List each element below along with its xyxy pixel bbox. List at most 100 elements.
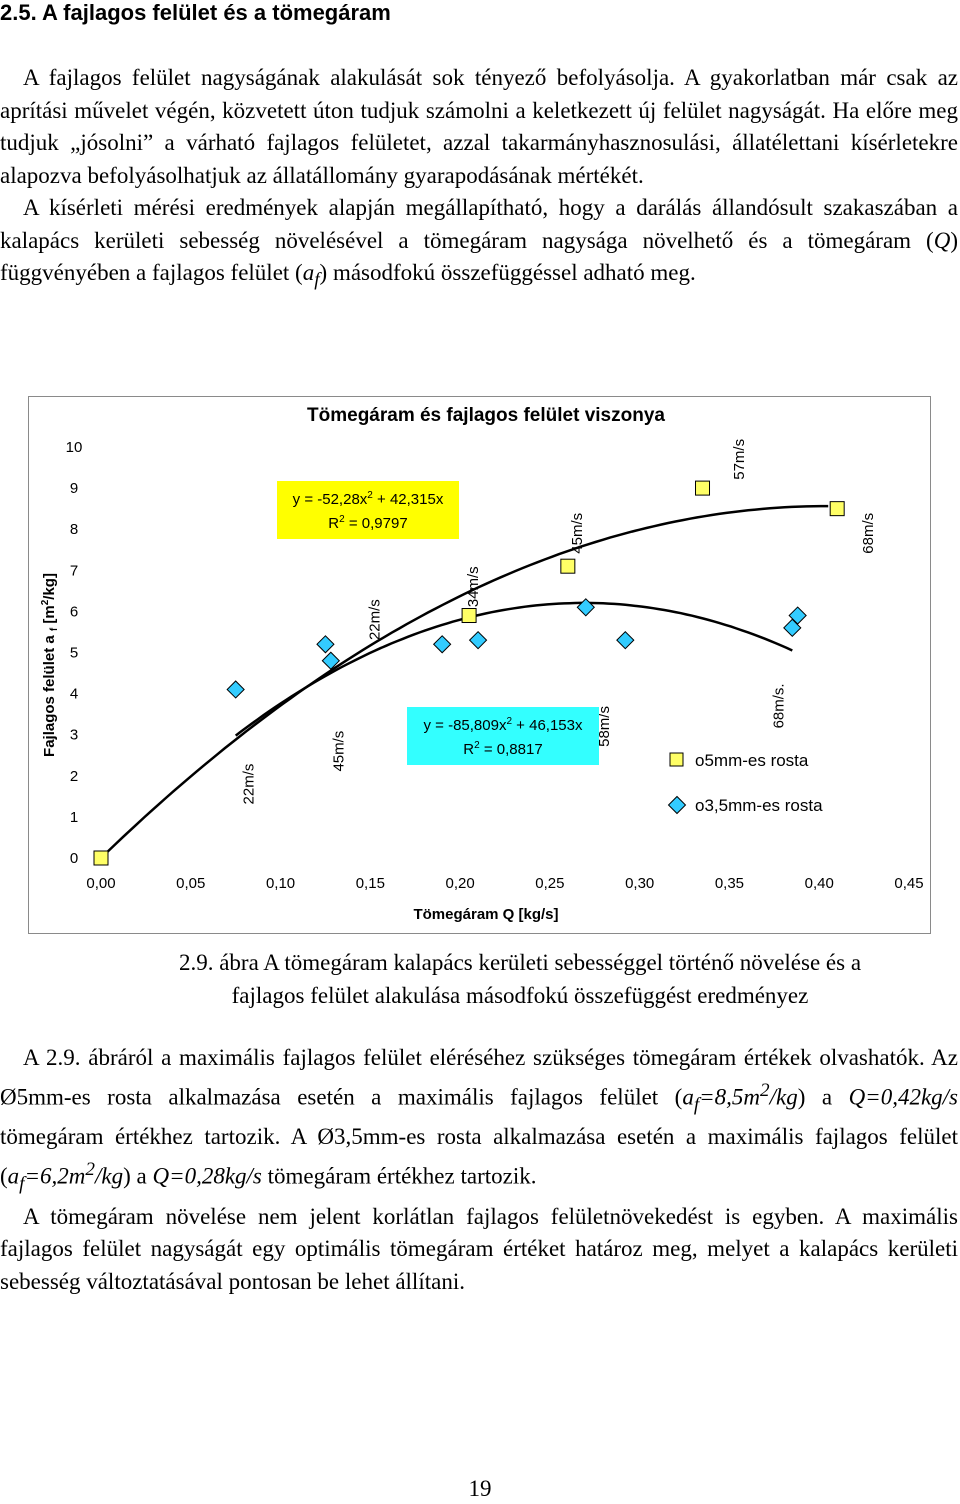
x-tick-label: 0,40 [805,875,834,892]
data-point-35mm [468,630,488,650]
af-symbol: a [302,260,315,285]
data-point-5mm [829,501,845,517]
y-label-unit: [m [41,605,58,628]
r2-35mm-sup: 2 [474,740,480,751]
figure-caption: 2.9. ábra A tömegáram kalapács kerületi … [100,946,940,1012]
speed-annotation: 58m/s [596,706,613,747]
eq-35mm-main: y = -85,809x [423,717,506,734]
fit-curve-5mm [100,504,829,859]
speed-annotation: 34m/s [465,566,482,607]
eq-35mm-rest: + 46,153x [512,717,583,734]
unit-per-kg: /kg [769,1084,798,1110]
intro-text: ) másodfokú összefüggéssel adható meg. [319,260,696,285]
speed-annotations: 22m/s 45m/s 22m/s 34m/s 45m/s 58m/s 57m/s 68m/s… [241,439,877,805]
af-symbol: a [7,1163,20,1189]
data-point-35mm [321,651,341,670]
intro-sentence-1: A fajlagos felület nagyságának alakulásá… [0,65,958,123]
y-tick-label: 1 [70,809,78,826]
y-tick-label: 0 [70,850,78,867]
y-tick-label: 6 [70,603,78,620]
x-tick-label: 0,20 [446,875,475,892]
legend-label-5mm: o5mm-es rosta [695,751,809,770]
r2-5mm-pre: R [328,515,339,532]
speed-annotation: 22m/s [366,599,383,640]
max-af-5mm: =8,5m [699,1084,761,1110]
af-subscript: f [314,269,320,291]
r2-35mm: R2 = 0,8817 [463,740,542,758]
intro-text: ) függvényében a fajlagos felület ( [0,227,958,286]
x-tick-label: 0,15 [356,875,385,892]
data-point-5mm [560,558,576,574]
section-heading: 2.5. A fajlagos felület és a tömegáram [0,0,391,25]
y-axis-label: Fajlagos felület a f [m2/kg] [40,573,60,757]
discussion-text: tömegáram értékhez tartozik. [261,1163,537,1189]
discussion-paragraph-1: A 2.9. ábráról a maximális fajlagos felü… [0,1042,958,1201]
x-tick-label: 0,25 [535,875,564,892]
r2-5mm-val: = 0,9797 [345,515,408,532]
equation-box-35mm-bg [407,707,599,765]
discussion-text: ) a [123,1163,153,1189]
max-af-35mm: =6,2m [24,1163,86,1189]
equation-5mm: y = -52,28x2 + 42,315x [293,490,444,508]
data-point-5mm [93,850,109,866]
y-label-main: Fajlagos felület a [41,631,58,757]
data-point-5mm [695,480,711,496]
eq-35mm-sup: 2 [506,716,512,727]
speed-annotation: 68m/s. [770,683,787,728]
axes: 0,00 0,05 0,10 0,15 0,20 0,25 0,30 0,35 0,40 0,45… [66,439,924,892]
x-axis-label: Tömegáram Q [kg/s] [413,906,558,923]
page-number: 19 [468,1476,492,1501]
fit-curves [100,504,829,859]
discussion-paragraphs: A 2.9. ábráról a maximális fajlagos felü… [0,1042,958,1298]
af-subscript: f [19,1173,25,1194]
equation-box-5mm-bg [277,481,459,539]
x-tick-label: 0,00 [86,875,115,892]
x-tick-label: 0,45 [894,875,923,892]
speed-annotation: 22m/s [241,764,258,805]
legend-marker-35mm [667,795,687,815]
y-label-sub: f [49,627,60,631]
y-tick-label: 10 [66,439,83,456]
speed-annotation: 45m/s [330,731,347,772]
legend-bg [669,733,901,833]
speed-annotation: 68m/s [860,513,877,554]
discussion-text: A 2.9. ábráról a maximális fajlagos felü… [0,1045,958,1110]
data-point-5mm [461,608,477,624]
q-opt-35mm: Q=0,28kg/s [152,1163,262,1189]
y-tick-label: 7 [70,562,78,579]
data-point-35mm [616,630,635,650]
y-tick-label: 9 [70,480,78,497]
x-tick-label: 0,30 [625,875,654,892]
speed-annotation: 57m/s [731,439,748,480]
y-tick-label: 3 [70,727,78,744]
y-label-sup: 2 [40,599,51,605]
legend-marker-5mm [669,752,684,767]
fit-curve-35mm [234,601,793,737]
r2-5mm-sup: 2 [339,514,345,525]
af-subscript: f [693,1093,700,1115]
q-opt-5mm: Q=0,42kg/s [848,1084,958,1110]
unit-per-kg: /kg [94,1163,124,1189]
r2-5mm: R2 = 0,9797 [328,514,407,532]
y-tick-label: 5 [70,645,78,662]
discussion-paragraph-2: A tömegáram növelése nem jelent korlátla… [0,1203,958,1294]
x-tick-label: 0,35 [715,875,744,892]
q-symbol: Q [933,227,951,253]
discussion-text: ) a [797,1084,849,1110]
af-symbol: a [682,1084,694,1110]
caption-line-1: 2.9. ábra A tömegáram kalapács kerületi … [178,950,862,975]
data-point-35mm [576,598,595,617]
legend-label-35mm: o3,5mm-es rosta [695,796,823,815]
equation-35mm: y = -85,809x2 + 46,153x [423,716,583,734]
equation-box-35mm: y = -85,809x2 + 46,153x R2 = 0,8817 [407,707,599,765]
chart-frame: Tömegáram és fajlagos felület viszonya T… [28,396,931,934]
unit-sup: 2 [760,1079,770,1101]
speed-annotation: 45m/s [569,513,586,554]
eq-5mm-main: y = -52,28x [293,491,368,508]
intro-paragraphs: A fajlagos felület nagyságának alakulásá… [0,62,958,297]
equation-box-5mm: y = -52,28x2 + 42,315x R2 = 0,9797 [277,481,459,539]
intro-paragraph-2: A kísérleti mérési eredmények alapján me… [0,192,958,297]
chart-title: Tömegáram és fajlagos felület viszonya [307,405,665,426]
intro-paragraph-1: A fajlagos felület nagyságának alakulásá… [0,62,958,192]
discussion-text: tömegáram értékhez tartozik. A Ø3,5mm-es… [0,1124,958,1189]
